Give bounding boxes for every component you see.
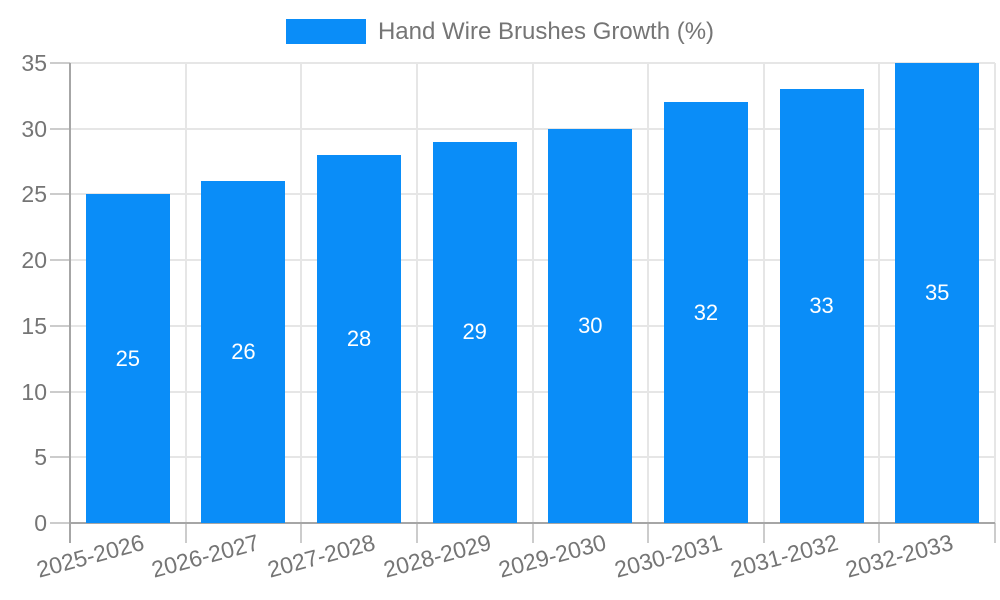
x-axis-label: 2030-2031 xyxy=(611,529,725,583)
x-axis-label: 2032-2033 xyxy=(842,529,956,583)
bar[interactable] xyxy=(85,194,170,523)
bar[interactable] xyxy=(432,141,517,523)
bar-value-label: 29 xyxy=(462,319,487,345)
bar-value-label: 35 xyxy=(924,280,950,305)
y-axis-label: 20 xyxy=(21,247,47,274)
x-gridline xyxy=(878,63,881,523)
x-axis-label: 2025-2026 xyxy=(33,529,147,583)
y-axis-label: 30 xyxy=(21,115,47,142)
x-axis-label: 2026-2027 xyxy=(149,529,263,583)
y-axis-label: 25 xyxy=(21,181,47,208)
y-axis-tick xyxy=(50,259,70,262)
bar-value-label: 30 xyxy=(578,312,603,338)
y-axis-label: 0 xyxy=(34,510,47,536)
bar[interactable] xyxy=(663,102,748,523)
legend[interactable]: Hand Wire Brushes Growth (%) xyxy=(0,16,1000,46)
y-axis-tick xyxy=(50,456,70,459)
y-axis-label: 15 xyxy=(21,312,47,339)
x-axis-tick xyxy=(531,523,534,543)
bar[interactable] xyxy=(317,155,402,523)
x-axis-tick xyxy=(878,523,881,543)
y-axis-tick xyxy=(50,324,70,327)
bar[interactable] xyxy=(895,63,980,523)
x-gridline xyxy=(300,63,303,523)
x-axis-tick xyxy=(69,523,71,543)
x-axis-tick xyxy=(994,523,996,543)
y-axis-tick xyxy=(50,127,70,130)
y-axis-label: 35 xyxy=(21,50,47,76)
x-gridline xyxy=(762,63,765,523)
x-axis-tick xyxy=(415,523,418,543)
y-axis-tick xyxy=(50,62,70,64)
x-axis-label: 2027-2028 xyxy=(264,529,378,583)
x-gridline xyxy=(415,63,418,523)
bar[interactable] xyxy=(201,181,286,523)
bar[interactable] xyxy=(779,89,864,523)
legend-swatch xyxy=(285,18,366,44)
x-axis-label: 2029-2030 xyxy=(496,529,610,583)
x-gridline xyxy=(994,63,996,523)
x-gridline xyxy=(647,63,650,523)
x-axis-line xyxy=(70,522,995,524)
x-axis-tick xyxy=(647,523,650,543)
x-axis-label: 2031-2032 xyxy=(727,529,841,583)
x-gridline xyxy=(184,63,187,523)
legend-label: Hand Wire Brushes Growth (%) xyxy=(377,17,715,45)
bar[interactable] xyxy=(548,128,633,523)
bar-value-label: 32 xyxy=(693,299,719,325)
x-gridline xyxy=(531,63,534,523)
bar-value-label: 28 xyxy=(346,326,372,351)
y-axis-label: 5 xyxy=(34,444,47,471)
y-axis-tick xyxy=(50,193,70,196)
y-axis-tick xyxy=(50,522,70,524)
x-axis-tick xyxy=(184,523,187,543)
bar-value-label: 25 xyxy=(115,345,141,371)
x-axis-tick xyxy=(300,523,303,543)
x-axis-tick xyxy=(762,523,765,543)
y-axis-line xyxy=(69,63,71,523)
y-axis-tick xyxy=(50,390,70,393)
bar-value-label: 26 xyxy=(231,339,256,365)
x-axis-label: 2028-2029 xyxy=(380,529,494,583)
bar-value-label: 33 xyxy=(809,293,834,319)
y-axis-label: 10 xyxy=(21,378,47,405)
